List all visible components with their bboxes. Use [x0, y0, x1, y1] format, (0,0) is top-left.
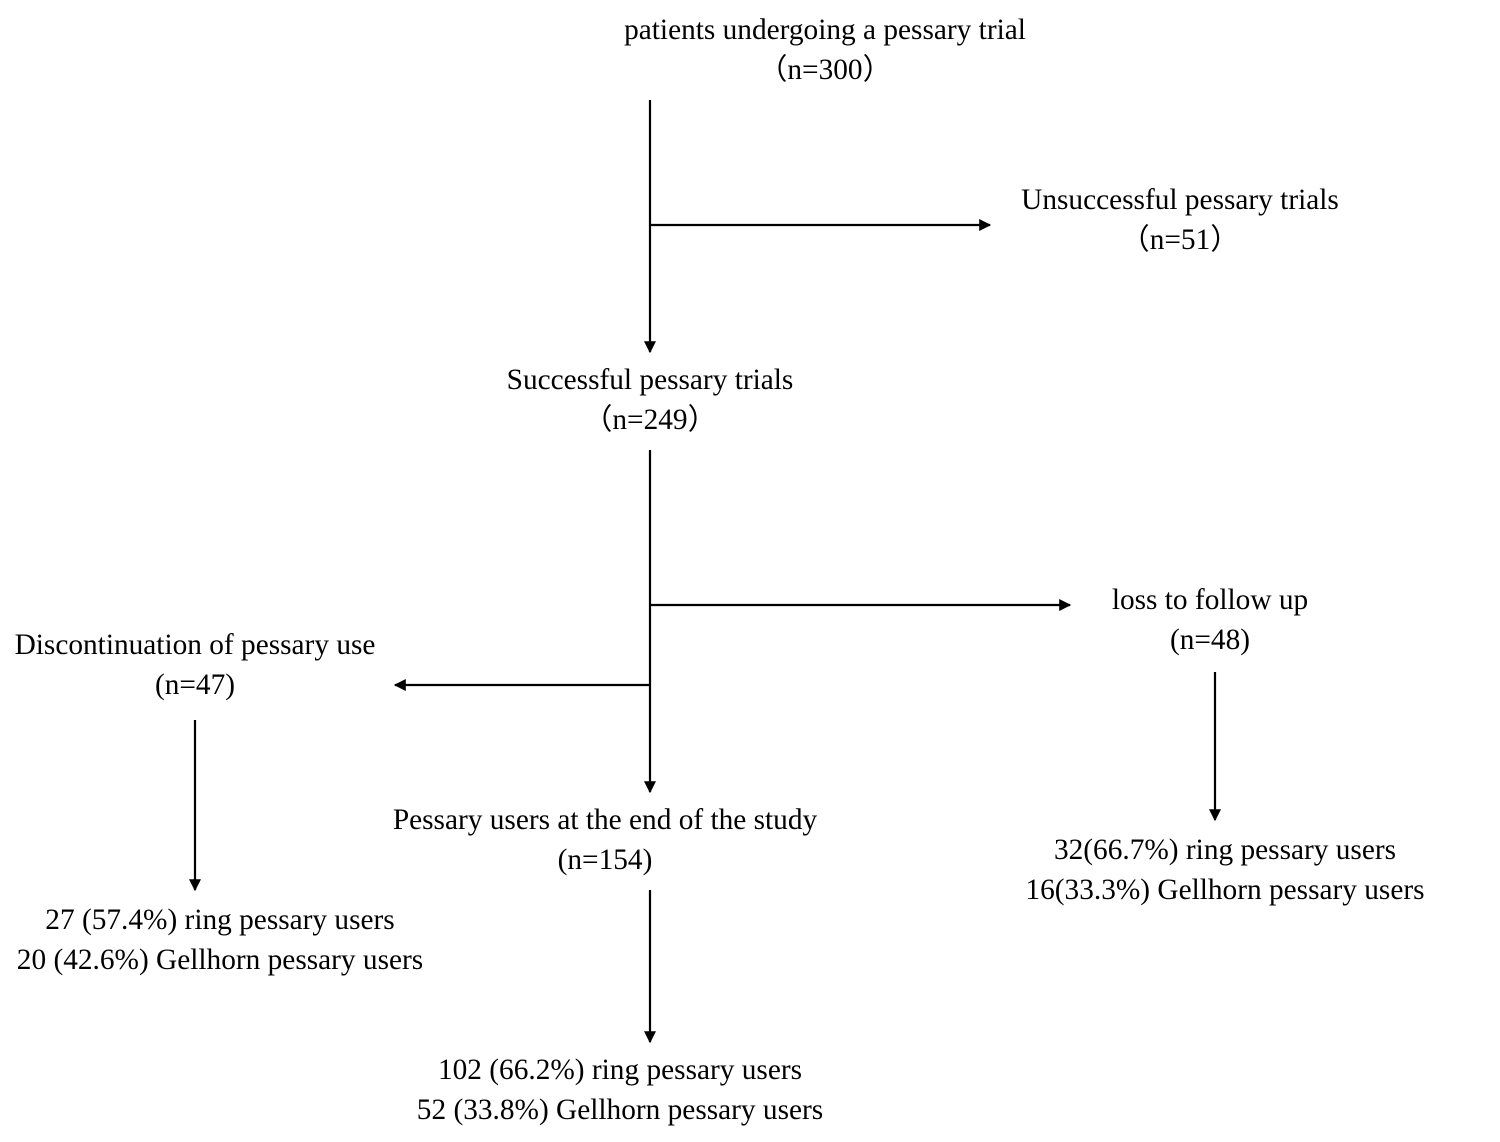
node-successful: Successful pessary trials（n=249） — [480, 360, 820, 440]
node-endusers-line-0: Pessary users at the end of the study — [370, 800, 840, 840]
node-start: patients undergoing a pessary trial（n=30… — [610, 10, 1040, 90]
node-unsuccessful: Unsuccessful pessary trials（n=51） — [1000, 180, 1360, 260]
node-discont: Discontinuation of pessary use(n=47) — [10, 625, 380, 705]
node-start-line-1: （n=300） — [610, 50, 1040, 90]
node-discont_detail: 27 (57.4%) ring pessary users20 (42.6%) … — [10, 900, 430, 980]
node-endusers_detail: 102 (66.2%) ring pessary users52 (33.8%)… — [400, 1050, 840, 1130]
node-successful-line-0: Successful pessary trials — [480, 360, 820, 400]
node-discont_detail-line-0: 27 (57.4%) ring pessary users — [10, 900, 430, 940]
node-successful-line-1: （n=249） — [480, 400, 820, 440]
node-lossfu_detail-line-0: 32(66.7%) ring pessary users — [1015, 830, 1435, 870]
node-discont-line-0: Discontinuation of pessary use — [10, 625, 380, 665]
node-endusers_detail-line-0: 102 (66.2%) ring pessary users — [400, 1050, 840, 1090]
node-lossfu_detail: 32(66.7%) ring pessary users16(33.3%) Ge… — [1015, 830, 1435, 910]
node-discont_detail-line-1: 20 (42.6%) Gellhorn pessary users — [10, 940, 430, 980]
node-unsuccessful-line-1: （n=51） — [1000, 220, 1360, 260]
node-endusers: Pessary users at the end of the study(n=… — [370, 800, 840, 880]
node-discont-line-1: (n=47) — [10, 665, 380, 705]
node-endusers_detail-line-1: 52 (33.8%) Gellhorn pessary users — [400, 1090, 840, 1130]
node-endusers-line-1: (n=154) — [370, 840, 840, 880]
node-lossfu_detail-line-1: 16(33.3%) Gellhorn pessary users — [1015, 870, 1435, 910]
node-unsuccessful-line-0: Unsuccessful pessary trials — [1000, 180, 1360, 220]
flowchart-canvas: patients undergoing a pessary trial（n=30… — [0, 0, 1500, 1142]
node-start-line-0: patients undergoing a pessary trial — [610, 10, 1040, 50]
node-lossfu-line-1: (n=48) — [1080, 620, 1340, 660]
node-lossfu-line-0: loss to follow up — [1080, 580, 1340, 620]
node-lossfu: loss to follow up(n=48) — [1080, 580, 1340, 660]
